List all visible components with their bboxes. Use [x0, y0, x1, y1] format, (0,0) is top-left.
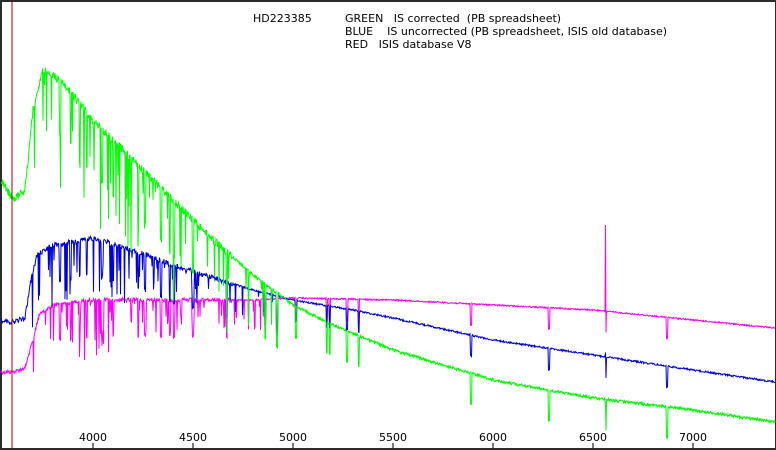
x-tick-label: 6000 [479, 431, 507, 444]
legend-red-label: RED [345, 38, 369, 51]
legend-blue-label: BLUE [345, 25, 374, 38]
legend-entry-green: GREEN IS corrected (PB spreadsheet) [345, 12, 561, 25]
series-green-line [0, 67, 776, 440]
x-tick-label: 4500 [179, 431, 207, 444]
legend-red-text: ISIS database V8 [378, 38, 472, 51]
x-tick-label: 5500 [379, 431, 407, 444]
x-axis-ticks: 4000 4500 5000 5500 6000 6500 7000 [79, 431, 707, 448]
series-red-line [0, 224, 776, 376]
legend-object: HD223385 [253, 12, 312, 25]
x-tick-label: 6500 [579, 431, 607, 444]
series-layer [0, 67, 776, 440]
legend-entry-blue: BLUE IS uncorrected (PB spreadsheet, ISI… [345, 25, 667, 38]
series-blue-line [0, 234, 775, 389]
x-tick-label: 5000 [279, 431, 307, 444]
legend-green-text: IS corrected (PB spreadsheet) [393, 12, 562, 25]
x-tick-label: 4000 [79, 431, 107, 444]
legend-blue-text: IS uncorrected (PB spreadsheet, ISIS old… [387, 25, 668, 38]
legend-entry-red: RED ISIS database V8 [345, 38, 472, 51]
x-tick-label: 7000 [679, 431, 707, 444]
legend-green-label: GREEN [345, 12, 384, 25]
